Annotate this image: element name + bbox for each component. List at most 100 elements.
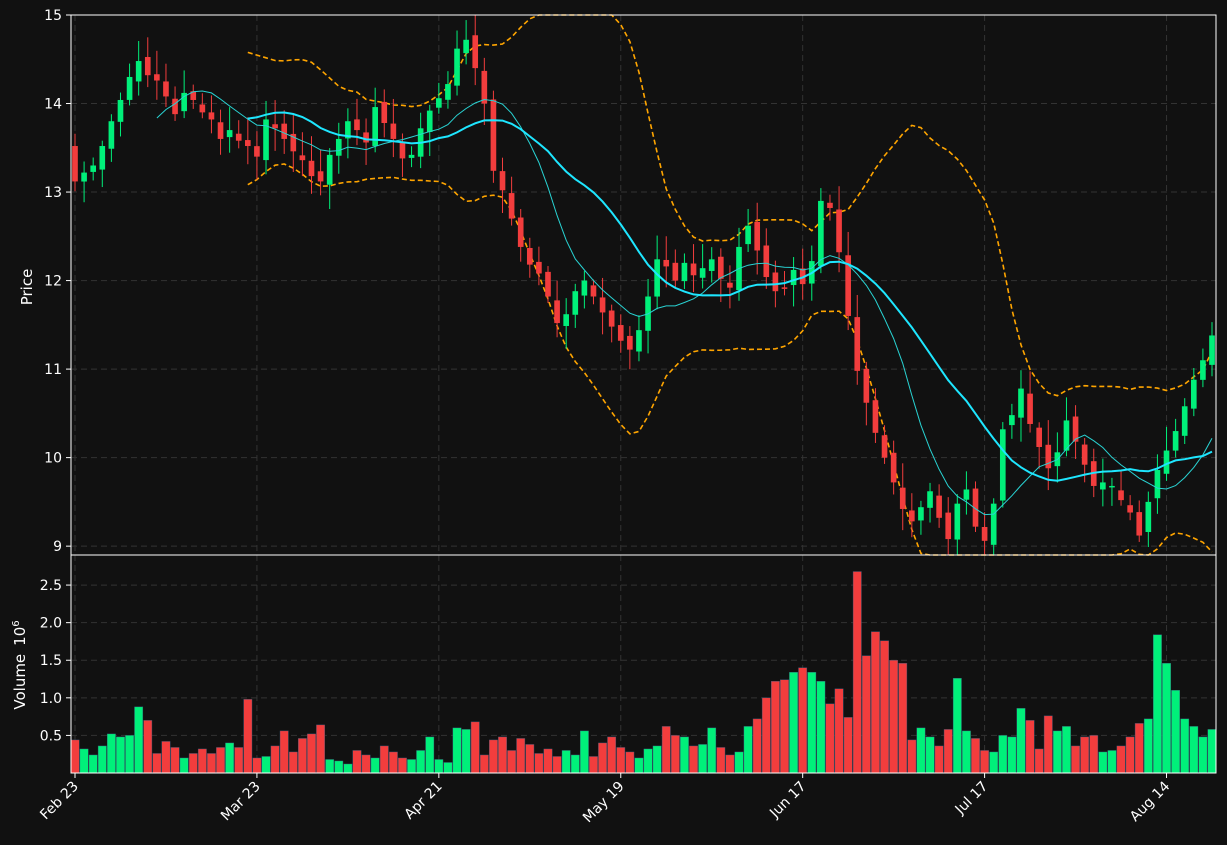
candle (945, 497, 952, 555)
candle (1036, 422, 1042, 469)
volume-bar (298, 738, 307, 774)
candle (144, 37, 151, 88)
candle (1181, 398, 1188, 445)
candle-body-up (918, 507, 924, 521)
volume-bar (925, 736, 935, 774)
volume-bar (971, 738, 980, 774)
volume-axis-label: Volume (11, 654, 29, 710)
volume-bar (370, 757, 380, 774)
candle (1200, 348, 1206, 388)
volume-bar (1016, 708, 1026, 774)
candle-body-down (536, 261, 542, 274)
candle-body-up (1190, 379, 1197, 409)
candle-body-up (108, 121, 115, 149)
candle (490, 90, 497, 183)
candle-body-up (927, 491, 933, 508)
candle (717, 248, 724, 303)
volume-bar (225, 742, 235, 774)
candle-body-down (272, 124, 278, 129)
volume-bar (916, 727, 926, 774)
candle (627, 326, 633, 370)
price-axis-title: Price (18, 269, 36, 306)
candle-body-down (1036, 427, 1042, 447)
candle (845, 231, 851, 331)
candle-body-up (790, 269, 797, 286)
volume-bar (843, 717, 853, 774)
volume-bar (898, 663, 908, 774)
candle (1063, 397, 1070, 457)
volume-bar (1107, 750, 1117, 774)
volume-tick-label: 2.5 (40, 578, 62, 594)
volume-bar (489, 739, 498, 774)
volume-bar (1198, 736, 1208, 774)
candle-body-down (363, 132, 369, 143)
candle-body-down (499, 171, 506, 191)
candle-body-up (226, 130, 233, 138)
candle (563, 298, 570, 349)
candle-body-up (90, 165, 97, 172)
volume-bar (534, 753, 544, 774)
volume-bar (771, 681, 780, 774)
volume-bar (871, 631, 880, 774)
candle-body-up (745, 225, 751, 245)
candle-body-up (1154, 470, 1161, 499)
candle (672, 249, 679, 288)
candle (663, 236, 670, 288)
candle-body-up (335, 138, 342, 156)
volume-bar (243, 699, 253, 774)
volume-bar (634, 757, 644, 774)
candle (790, 257, 797, 307)
volume-bar (652, 745, 662, 774)
volume-bar (907, 739, 917, 774)
volume-bar (116, 736, 125, 774)
volume-bar (416, 750, 426, 774)
candle (763, 228, 770, 289)
volume-bar (470, 721, 480, 774)
candle-body-down (163, 81, 169, 97)
candle-body-down (590, 285, 597, 297)
volume-bar (379, 745, 389, 774)
volume-exponent-base: 10 (11, 627, 29, 646)
candle-body-down (190, 91, 197, 100)
candle-body-down (299, 155, 306, 161)
candle-body-up (999, 429, 1006, 501)
candle-body-down (845, 255, 851, 316)
volume-bar (716, 747, 726, 774)
candle-body-up (954, 503, 961, 540)
volume-panel-frame (70, 554, 1217, 774)
candle (608, 304, 615, 343)
candle (381, 89, 388, 138)
candle-body-down (836, 209, 842, 253)
candle (235, 120, 242, 149)
candle-body-down (290, 133, 297, 152)
volume-bar (643, 748, 653, 774)
volume-bar (334, 760, 344, 774)
candle-body-down (144, 57, 151, 76)
candle-body-down (354, 119, 360, 131)
candle-body-up (699, 268, 706, 278)
candle-body-up (1109, 485, 1115, 488)
volume-bar (361, 754, 371, 774)
candle (254, 131, 260, 180)
candle (245, 117, 251, 165)
volume-bar (97, 745, 107, 774)
volume-bar (980, 750, 989, 774)
volume-bar (188, 753, 198, 774)
volume-bar (561, 750, 571, 774)
volume-bar (543, 748, 553, 774)
candle-body-down (872, 400, 879, 433)
volume-bar (598, 742, 607, 774)
price-tick-label: 13 (44, 185, 62, 201)
candle (990, 498, 997, 555)
candle-body-down (517, 217, 524, 247)
candle-body-down (763, 245, 770, 278)
candle-body-down (608, 310, 615, 327)
candle-body-down (663, 259, 670, 267)
volume-exponent-power: 6 (11, 620, 22, 626)
candle (1009, 403, 1015, 439)
volume-bar (1171, 690, 1181, 774)
candle (963, 471, 970, 515)
volume-bar (70, 739, 80, 774)
candle-body-up (708, 259, 715, 271)
candle-body-down (827, 202, 833, 208)
